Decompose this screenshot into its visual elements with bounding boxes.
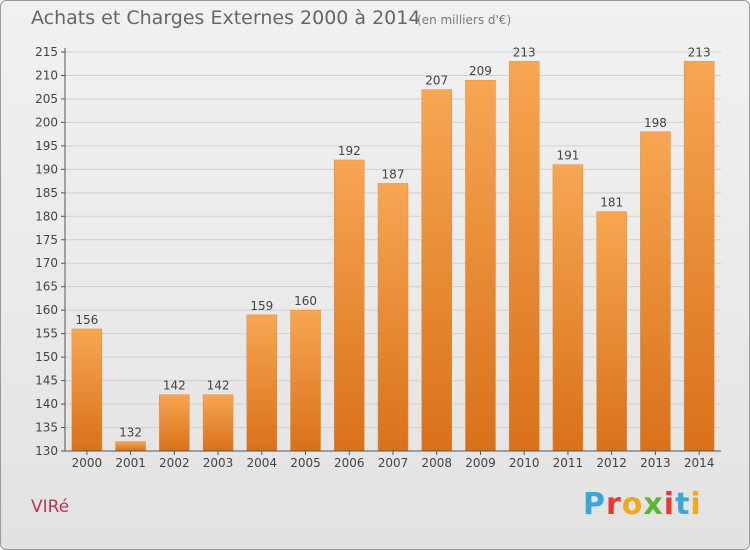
y-tick-label: 185 [35, 186, 58, 200]
y-tick-label: 190 [35, 162, 58, 176]
bar-2011 [552, 164, 584, 452]
x-tick-label-2001: 2001 [115, 456, 146, 470]
x-tick-label-2006: 2006 [334, 456, 365, 470]
y-tick-label: 180 [35, 209, 58, 223]
bar-2007 [377, 183, 409, 452]
x-tick-label-2008: 2008 [421, 456, 452, 470]
bar-2012 [596, 211, 627, 452]
bar-2006 [334, 159, 365, 452]
data-label-2012: 181 [600, 196, 623, 210]
x-tick-label-2007: 2007 [378, 456, 409, 470]
x-tick-label-2002: 2002 [159, 456, 190, 470]
x-tick-label-2005: 2005 [290, 456, 321, 470]
bar-2004 [246, 314, 278, 452]
logo-letter: o [621, 487, 644, 522]
y-tick-label: 210 [35, 68, 58, 82]
chart-subtitle: (en milliers d'€) [417, 13, 512, 27]
y-tick-label: 165 [35, 280, 58, 294]
bar-2008 [421, 89, 452, 452]
y-tick-label: 155 [35, 327, 58, 341]
data-label-2004: 159 [250, 299, 273, 313]
bar-2009 [465, 79, 496, 452]
y-tick-label: 215 [35, 45, 58, 59]
logo-letter: r [606, 487, 622, 522]
x-tick-label-2010: 2010 [509, 456, 540, 470]
chart-title: Achats et Charges Externes 2000 à 2014 [31, 7, 421, 29]
y-tick-label: 140 [35, 397, 58, 411]
logo-letter: t [675, 487, 691, 522]
data-label-2003: 142 [207, 379, 230, 393]
y-tick-label: 195 [35, 139, 58, 153]
data-label-2009: 209 [469, 64, 492, 78]
bar-2000 [71, 328, 103, 452]
y-tick-label: 170 [35, 256, 58, 270]
x-tick-label-2013: 2013 [640, 456, 671, 470]
logo-letter: P [583, 487, 606, 522]
logo-letter: x [643, 487, 664, 522]
x-tick-label-2011: 2011 [553, 456, 584, 470]
data-label-2008: 207 [425, 74, 448, 88]
bar-2001 [115, 441, 146, 452]
bar-2013 [640, 131, 671, 452]
y-tick-label: 200 [35, 115, 58, 129]
x-tick-label-2004: 2004 [247, 456, 278, 470]
x-tick-label-2009: 2009 [465, 456, 496, 470]
data-label-2010: 213 [513, 45, 536, 59]
data-label-2013: 198 [644, 116, 667, 130]
y-tick-label: 145 [35, 374, 58, 388]
location-name: VIRé [31, 497, 70, 517]
y-tick-label: 135 [35, 421, 58, 435]
y-tick-label: 160 [35, 303, 58, 317]
y-tick-label: 205 [35, 92, 58, 106]
data-label-2005: 160 [294, 294, 317, 308]
bar-2005 [290, 309, 321, 452]
data-label-2014: 213 [688, 45, 711, 59]
bar-2003 [202, 394, 234, 452]
data-label-2007: 187 [382, 167, 405, 181]
bars: 156 132 142 142 159 160 192 187 207 209 213 191 181 1… [71, 45, 715, 452]
x-tick-label-2012: 2012 [596, 456, 627, 470]
data-label-2006: 192 [338, 144, 361, 158]
bar-2002 [159, 394, 190, 452]
bar-2010 [508, 61, 540, 452]
proxiti-logo: Proxiti [583, 487, 702, 522]
y-tick-label: 130 [35, 444, 58, 458]
data-label-2002: 142 [163, 379, 186, 393]
x-tick-label-2000: 2000 [72, 456, 103, 470]
bar-2014 [683, 61, 715, 452]
y-tick-label: 150 [35, 350, 58, 364]
x-tick-label-2014: 2014 [684, 456, 715, 470]
logo-letter: i [690, 487, 702, 522]
data-label-2011: 191 [556, 149, 579, 163]
data-label-2001: 132 [119, 426, 142, 440]
data-label-2000: 156 [75, 313, 98, 327]
axes: 130 135 140 145 150 155 160 165 170 175 180 185 190 1… [35, 45, 721, 470]
y-tick-label: 175 [35, 233, 58, 247]
logo-letter: i [663, 487, 676, 522]
x-tick-label-2003: 2003 [203, 456, 234, 470]
